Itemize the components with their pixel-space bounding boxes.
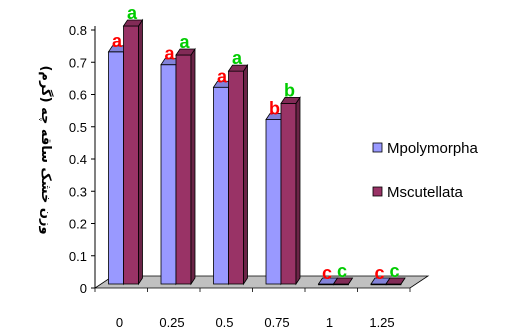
- sig-label-mscutellata-0.75: b: [284, 80, 295, 100]
- y-axis-label: وزن خشک ساقه چه (گرم): [38, 65, 54, 234]
- sig-label-mpolymorpha-0.75: b: [269, 99, 280, 119]
- y-tick-label: 0.6: [69, 88, 87, 103]
- legend: Mpolymorpha Mscutellata: [352, 100, 518, 230]
- x-tick-label: 0: [116, 315, 123, 330]
- chart-bars: [107, 18, 406, 286]
- legend-label-mpolymorpha: Mpolymorpha: [387, 140, 479, 157]
- tick-labels: 0 0.1 0.2 0.3 0.4 0.5 0.6 0.7 0.8 0 0.25 0.5 0.75 1 1.…: [69, 23, 395, 330]
- sig-label-mscutellata-0.25: a: [179, 32, 190, 52]
- bar-mscutellata-0.75: [280, 96, 301, 286]
- sig-label-mpolymorpha-0: a: [112, 31, 123, 51]
- sig-label-mpolymorpha-0.25: a: [164, 44, 175, 64]
- y-tick-label: 0.5: [69, 120, 87, 135]
- sig-label-mpolymorpha-1.25: c: [374, 263, 384, 283]
- bar-mscutellata-1.25: [385, 277, 406, 286]
- bar-mscutellata-1: [332, 277, 354, 286]
- legend-swatch-mpolymorpha: [372, 142, 383, 153]
- sig-label-mpolymorpha-1: c: [322, 263, 332, 283]
- y-tick-label: 0.3: [69, 184, 87, 199]
- chart-axes: [91, 26, 96, 289]
- y-tick-label: 0.8: [69, 23, 87, 38]
- x-tick-label: 0.25: [159, 315, 184, 330]
- sig-label-mscutellata-0.5: a: [232, 48, 243, 68]
- y-tick-label: 0.2: [69, 217, 87, 232]
- sig-label-mpolymorpha-0.5: a: [217, 66, 228, 86]
- sig-label-mscutellata-0: a: [127, 3, 138, 23]
- legend-swatch-mscutellata: [372, 186, 383, 197]
- y-tick-label: 0.1: [69, 249, 87, 264]
- bar-mscutellata-0: [122, 18, 144, 286]
- x-tick-label: 1.25: [369, 315, 394, 330]
- x-tick-label: 1: [326, 315, 333, 330]
- y-tick-label: 0.4: [69, 152, 87, 167]
- x-tick-label: 0.5: [215, 315, 233, 330]
- sig-label-mscutellata-1: c: [337, 261, 347, 281]
- bar-mscutellata-0.5: [227, 63, 249, 286]
- legend-label-mscutellata: Mscutellata: [387, 184, 464, 201]
- sig-label-mscutellata-1.25: c: [389, 261, 399, 281]
- bar-mscutellata-0.25: [175, 47, 196, 286]
- y-tick-label: 0.7: [69, 55, 87, 70]
- y-tick-label: 0: [80, 281, 87, 296]
- x-tick-label: 0.75: [264, 315, 289, 330]
